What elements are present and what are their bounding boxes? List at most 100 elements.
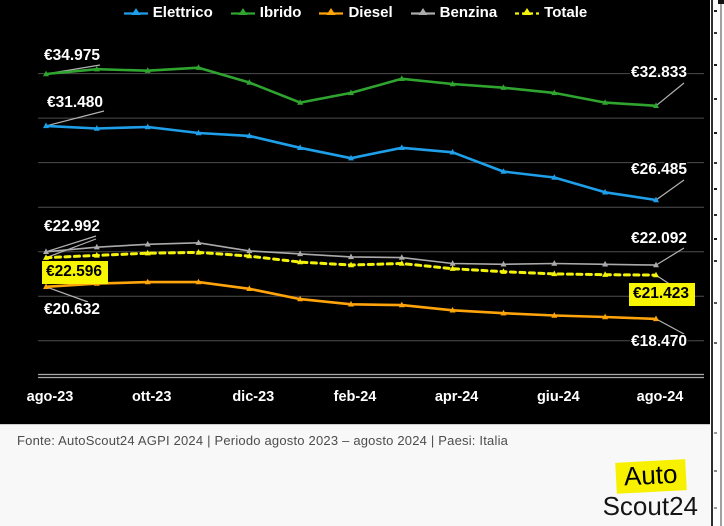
x-tick-label: ago-24	[637, 389, 684, 405]
legend-item-ibrido: Ibrido	[230, 4, 301, 21]
data-point-marker	[195, 239, 202, 245]
value-label-benzina-end: €22.092	[631, 230, 688, 247]
data-point-marker	[551, 260, 558, 266]
legend-label: Elettrico	[152, 4, 213, 21]
value-label-elettrico-start: €31.480	[47, 94, 104, 111]
data-point-marker	[144, 123, 151, 130]
clipped-corner-mark	[718, 0, 724, 4]
data-point-marker	[449, 306, 456, 313]
data-point-marker	[602, 271, 609, 277]
data-point-marker	[551, 312, 558, 318]
logo-auto-highlight: Auto	[614, 459, 686, 495]
screen-edge-artifact	[710, 0, 724, 526]
data-point-marker	[297, 250, 304, 257]
window-edge-line	[711, 0, 713, 526]
value-label-ibrido-end: €32.833	[631, 64, 688, 81]
data-point-marker	[602, 99, 609, 105]
data-point-marker	[144, 240, 151, 247]
line-marker-icon	[515, 7, 540, 15]
data-point-marker	[348, 253, 354, 260]
data-point-marker	[551, 89, 558, 96]
data-point-marker	[602, 313, 609, 320]
series-line-benzina	[43, 239, 659, 268]
data-point-marker	[43, 283, 49, 289]
data-point-marker	[93, 125, 100, 131]
value-label-elettrico-end: €26.485	[631, 161, 688, 178]
label-leader-lines	[45, 64, 685, 335]
series-line-diesel	[43, 278, 659, 322]
data-point-marker	[297, 99, 304, 105]
data-point-marker	[93, 65, 100, 72]
data-point-marker	[398, 260, 405, 266]
data-point-marker	[43, 70, 49, 77]
value-label-totale-end: €21.423	[629, 283, 696, 306]
line-marker-icon	[319, 7, 344, 15]
data-point-marker	[246, 252, 253, 259]
data-point-marker	[195, 129, 202, 136]
legend-label: Diesel	[348, 4, 393, 21]
data-point-marker	[500, 309, 507, 316]
x-tick-label: dic-23	[232, 389, 274, 405]
data-point-marker	[398, 301, 405, 308]
data-point-marker	[246, 79, 253, 85]
price-trend-line-chart: ago-23 ott-23 dic-23 feb-24 apr-24 giu-24 ago-…	[27, 64, 704, 405]
data-point-marker	[602, 260, 609, 267]
legend-item-diesel: Diesel	[318, 4, 393, 21]
data-point-marker	[43, 248, 49, 254]
series-line-totale	[43, 249, 659, 278]
data-point-marker	[398, 254, 405, 260]
data-point-marker	[246, 247, 253, 254]
clipped-text-fragments	[714, 2, 717, 4]
value-label-benzina-start: €22.992	[44, 218, 101, 235]
data-point-marker	[144, 67, 151, 73]
value-label-diesel-start: €20.632	[44, 301, 101, 318]
data-point-marker	[144, 278, 151, 285]
x-tick-label: ago-23	[27, 389, 74, 405]
data-point-marker	[195, 249, 202, 255]
data-point-marker	[195, 64, 202, 70]
series-line-elettrico	[43, 122, 659, 203]
source-attribution: Fonte: AutoScout24 AGPI 2024 | Periodo a…	[17, 433, 509, 448]
legend-item-totale: Totale	[514, 4, 587, 21]
data-point-marker	[246, 285, 253, 291]
data-point-marker	[297, 144, 304, 150]
footer: Fonte: AutoScout24 AGPI 2024 | Periodo a…	[0, 424, 724, 526]
data-point-marker	[500, 260, 507, 267]
legend-item-benzina: Benzina	[410, 4, 497, 21]
data-point-marker	[449, 265, 456, 271]
line-marker-icon	[123, 7, 148, 15]
data-point-marker	[43, 254, 49, 260]
value-label-ibrido-start: €34.975	[44, 47, 101, 64]
legend-item-elettrico: Elettrico	[123, 4, 213, 21]
data-point-marker	[348, 89, 354, 96]
value-label-totale-start: €22.596	[42, 261, 109, 284]
data-point-marker	[551, 270, 558, 277]
gridlines	[38, 73, 704, 342]
autoscout24-logo: Auto Scout24	[603, 459, 698, 522]
data-point-marker	[398, 144, 405, 150]
value-label-diesel-end: €18.470	[631, 333, 688, 350]
chart-legend: Elettrico Ibrido Diesel Benzina Totale	[0, 4, 710, 21]
data-point-marker	[348, 300, 354, 307]
legend-label: Totale	[544, 4, 588, 21]
data-point-marker	[195, 278, 202, 285]
line-marker-icon	[410, 7, 435, 15]
data-point-marker	[653, 271, 659, 278]
data-point-marker	[653, 315, 659, 322]
data-point-marker	[398, 75, 405, 81]
data-point-marker	[348, 154, 354, 161]
chart-panel: Elettrico Ibrido Diesel Benzina Totale a…	[0, 0, 710, 424]
x-tick-label: giu-24	[537, 389, 580, 405]
x-axis-labels: ago-23 ott-23 dic-23 feb-24 apr-24 giu-24 ago-…	[27, 389, 684, 405]
data-point-marker	[93, 252, 100, 258]
data-point-marker	[297, 258, 304, 265]
data-point-marker	[449, 148, 456, 155]
data-point-marker	[551, 174, 558, 180]
data-point-marker	[653, 102, 659, 108]
x-tick-label: feb-24	[334, 389, 377, 405]
data-point-marker	[297, 295, 304, 302]
data-point-marker	[500, 268, 507, 274]
x-tick-label: apr-24	[435, 389, 479, 405]
data-point-marker	[500, 84, 507, 90]
